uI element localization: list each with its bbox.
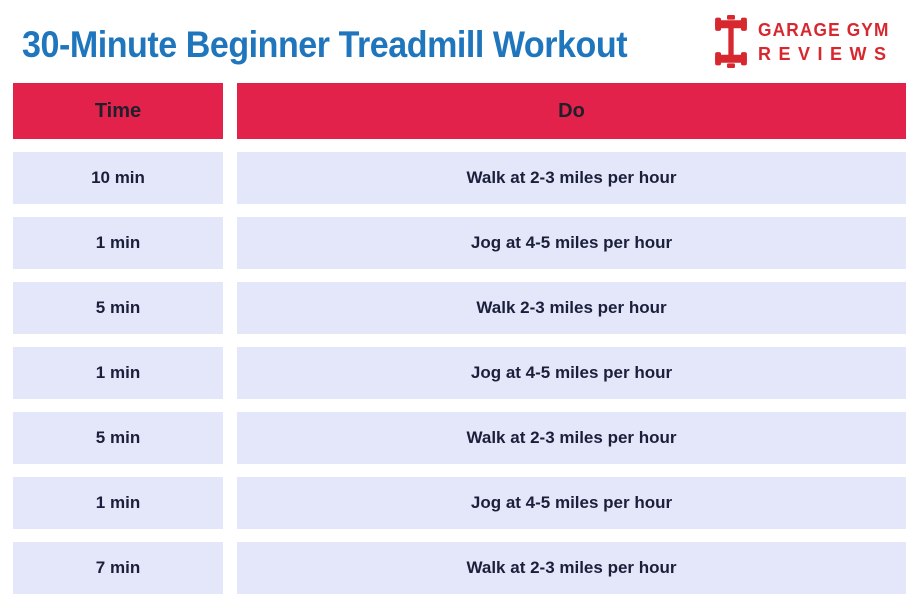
workout-table: Time Do 10 min Walk at 2-3 miles per hou… — [13, 83, 906, 607]
do-cell: Jog at 4-5 miles per hour — [237, 477, 906, 529]
do-cell: Jog at 4-5 miles per hour — [237, 217, 906, 269]
time-cell: 1 min — [13, 347, 223, 399]
do-cell: Walk at 2-3 miles per hour — [237, 542, 906, 594]
page-title: 30-Minute Beginner Treadmill Workout — [22, 23, 628, 65]
table-row: 7 min Walk at 2-3 miles per hour — [13, 542, 906, 594]
brand-logo-text: GARAGE GYM REVIEWS — [758, 21, 895, 63]
time-cell: 5 min — [13, 412, 223, 464]
brand-logo-line1: GARAGE GYM — [757, 19, 890, 40]
table-row: 5 min Walk 2-3 miles per hour — [13, 282, 906, 334]
time-cell: 10 min — [13, 152, 223, 204]
time-cell: 5 min — [13, 282, 223, 334]
do-cell: Walk 2-3 miles per hour — [237, 282, 906, 334]
time-cell: 1 min — [13, 477, 223, 529]
time-cell: 7 min — [13, 542, 223, 594]
do-cell: Walk at 2-3 miles per hour — [237, 412, 906, 464]
do-cell: Walk at 2-3 miles per hour — [237, 152, 906, 204]
table-header-row: Time Do — [13, 83, 906, 139]
table-row: 5 min Walk at 2-3 miles per hour — [13, 412, 906, 464]
dumbbell-icon — [715, 15, 747, 68]
time-cell: 1 min — [13, 217, 223, 269]
brand-logo-line2: REVIEWS — [757, 43, 894, 64]
page-header: 30-Minute Beginner Treadmill Workout GAR… — [0, 0, 920, 83]
table-row: 1 min Jog at 4-5 miles per hour — [13, 347, 906, 399]
do-cell: Jog at 4-5 miles per hour — [237, 347, 906, 399]
table-row: 10 min Walk at 2-3 miles per hour — [13, 152, 906, 204]
table-row: 1 min Jog at 4-5 miles per hour — [13, 217, 906, 269]
brand-logo: GARAGE GYM REVIEWS — [711, 15, 895, 68]
column-header-time: Time — [13, 83, 223, 139]
table-row: 1 min Jog at 4-5 miles per hour — [13, 477, 906, 529]
column-header-do: Do — [237, 83, 906, 139]
